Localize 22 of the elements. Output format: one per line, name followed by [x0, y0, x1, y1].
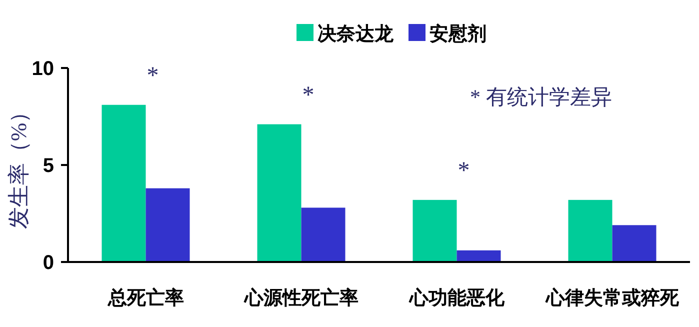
bar: [612, 225, 656, 262]
bar: [301, 208, 346, 262]
bar: [456, 250, 501, 262]
x-tick-label: 心源性死亡率: [243, 287, 358, 309]
y-tick-label: 0: [42, 252, 54, 274]
y-axis-title: 发生率（%）: [6, 100, 31, 230]
bar: [412, 200, 457, 262]
y-tick-label: 10: [32, 58, 54, 80]
x-tick-label: 心功能恶化: [408, 287, 506, 309]
annotation: * 有统计学差异: [470, 85, 612, 109]
annotation: *: [146, 62, 159, 89]
bar: [102, 104, 146, 262]
bar: [146, 188, 190, 262]
legend-label: 安慰剂: [430, 23, 486, 45]
y-tick-label: 5: [42, 155, 54, 177]
legend-label: 决奈达龙: [318, 23, 394, 45]
bar: [568, 200, 612, 262]
bar: [257, 124, 302, 262]
annotation: *: [302, 82, 314, 108]
x-tick-label: 心律失常或猝死: [544, 287, 680, 309]
x-tick-label: 总死亡率: [106, 287, 184, 309]
annotation: *: [458, 158, 470, 184]
